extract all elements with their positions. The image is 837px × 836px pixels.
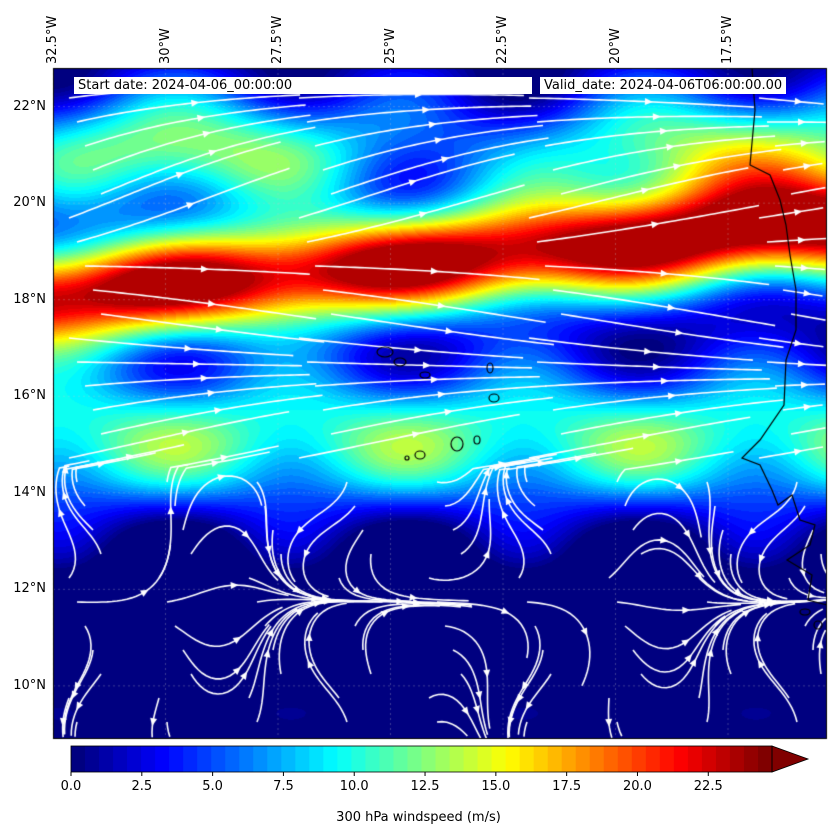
colorbar-swatch	[267, 746, 282, 772]
colorbar-swatch	[519, 746, 535, 772]
colorbar-swatch	[547, 746, 563, 772]
colorbar-swatch	[449, 746, 465, 772]
valid-date-label: Valid_date: 2024-04-06T06:00:00.00	[540, 77, 787, 94]
colorbar-tick-label: 22.5	[693, 779, 723, 794]
colorbar-swatch	[533, 746, 549, 772]
colorbar-title: 300 hPa windspeed (m/s)	[336, 810, 501, 825]
colorbar-swatch	[491, 746, 507, 772]
latitude-label: 22°N	[13, 98, 46, 114]
colorbar-frame	[70, 745, 773, 773]
colorbar-tick-label: 15.0	[481, 779, 511, 794]
colorbar-tick-label: 7.5	[273, 779, 294, 794]
colorbar-swatch	[211, 746, 226, 772]
colorbar-swatch	[225, 746, 240, 772]
colorbar-swatch	[757, 746, 773, 772]
colorbar-swatch	[351, 746, 367, 772]
colorbar-tick-label: 20.0	[622, 779, 652, 794]
latitude-label: 12°N	[13, 581, 46, 597]
colorbar-tick-label: 12.5	[410, 779, 440, 794]
latitude-label: 20°N	[13, 195, 46, 211]
colorbar-swatch	[85, 746, 100, 772]
latitude-label: 16°N	[13, 388, 46, 404]
colorbar-swatch	[715, 746, 731, 772]
colorbar-swatch	[463, 746, 479, 772]
colorbar-tick-label: 5.0	[202, 779, 223, 794]
colorbar-swatch	[295, 746, 310, 772]
colorbar-swatch	[113, 746, 128, 772]
colorbar-swatch	[71, 746, 86, 772]
latitude-label: 10°N	[13, 677, 46, 693]
start-date-label: Start date: 2024-04-06_00:00:00	[74, 77, 532, 94]
colorbar-swatch	[239, 746, 254, 772]
latitude-label: 18°N	[13, 291, 46, 307]
colorbar-swatch	[183, 746, 198, 772]
colorbar-tick-label: 2.5	[131, 779, 153, 794]
colorbar-swatch	[603, 746, 619, 772]
colorbar-swatch	[155, 746, 170, 772]
colorbar-tick-label: 17.5	[552, 779, 582, 794]
colorbar-tick-label: 10.0	[339, 779, 369, 794]
colorbar-swatch	[701, 746, 717, 772]
colorbar-swatch	[729, 746, 745, 772]
colorbar-swatch	[365, 746, 381, 772]
colorbar-swatch	[561, 746, 577, 772]
colorbar-swatch	[337, 746, 352, 772]
colorbar-swatch	[169, 746, 184, 772]
colorbar-swatch	[477, 746, 493, 772]
colorbar-swatch	[281, 746, 296, 772]
colorbar-swatch	[659, 746, 675, 772]
colorbar-swatch	[673, 746, 689, 772]
colorbar-swatch	[407, 746, 423, 772]
colorbar-swatch	[687, 746, 703, 772]
colorbar-swatch	[253, 746, 268, 772]
colorbar-swatch	[617, 746, 633, 772]
colorbar-swatch	[743, 746, 759, 772]
colorbar-swatch	[309, 746, 324, 772]
colorbar-swatch	[589, 746, 605, 772]
latitude-label: 14°N	[13, 484, 46, 500]
colorbar-swatch	[575, 746, 591, 772]
colorbar-swatch	[421, 746, 437, 772]
colorbar-swatch	[393, 746, 409, 772]
colorbar-swatch	[127, 746, 142, 772]
colorbar-extend-arrow	[771, 745, 810, 773]
colorbar-swatch	[645, 746, 661, 772]
colorbar-tick-label: 0.0	[60, 779, 82, 794]
colorbar-swatch	[505, 746, 521, 772]
colorbar-swatch	[631, 746, 647, 772]
colorbar-swatch	[379, 746, 395, 772]
colorbar-swatch	[323, 746, 338, 772]
colorbar-swatch	[99, 746, 114, 772]
colorbar-swatch	[197, 746, 212, 772]
colorbar-swatch	[435, 746, 451, 772]
colorbar-swatch	[141, 746, 156, 772]
